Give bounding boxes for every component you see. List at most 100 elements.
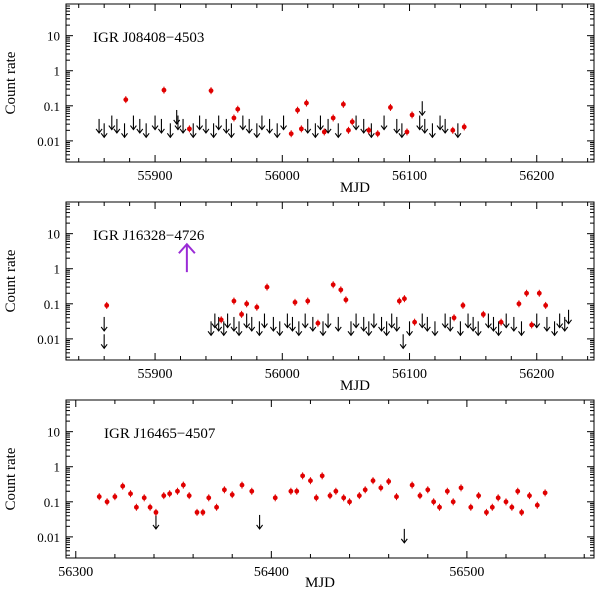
detection-point <box>543 301 549 309</box>
upper-limit-arrow <box>173 109 181 125</box>
upper-limit-head <box>399 343 407 350</box>
upper-limit-head <box>266 128 274 134</box>
upper-limit-arrow <box>136 118 144 134</box>
upper-limit-head <box>108 125 116 131</box>
upper-limit-arrow <box>383 321 391 337</box>
detection-point <box>484 508 489 516</box>
upper-limit-head <box>157 128 165 134</box>
detection-point <box>120 482 126 490</box>
detection-point <box>218 316 224 324</box>
detection-point <box>187 125 192 133</box>
detection-dot <box>315 320 321 326</box>
upper-limit-arrow <box>215 316 223 332</box>
detection-dot <box>409 482 415 488</box>
detection-point <box>495 494 501 502</box>
upper-limit-arrow <box>202 118 210 134</box>
upper-limit-arrow <box>220 321 228 337</box>
detection-dot <box>527 493 532 499</box>
detection-dot <box>239 482 245 488</box>
upper-limit-arrow <box>474 321 482 337</box>
upper-limit-head <box>304 128 312 134</box>
upper-limit-arrow <box>230 316 238 332</box>
detection-point <box>123 96 129 104</box>
detection-point <box>327 492 333 500</box>
upper-limit-arrow <box>253 123 261 139</box>
upper-limit-head <box>258 125 266 131</box>
upper-limit-head <box>352 125 360 131</box>
upper-limit-head <box>456 330 464 337</box>
detection-point <box>229 491 235 499</box>
plot-frame <box>65 201 595 361</box>
upper-limit-arrow <box>454 123 462 139</box>
y-tick-label: 10 <box>47 227 60 242</box>
y-axis-label: Count rate <box>3 51 19 114</box>
detection-point <box>167 490 173 498</box>
detection-point <box>206 494 212 502</box>
upper-limit-head <box>484 323 492 329</box>
detection-dot <box>288 488 294 494</box>
upper-limit-arrow <box>100 334 108 350</box>
upper-limit-head <box>383 330 391 337</box>
detection-point <box>366 126 372 134</box>
upper-limit-arrow <box>324 313 332 329</box>
upper-limit-head <box>319 330 327 337</box>
detection-dot <box>542 490 548 496</box>
detection-dot <box>495 495 501 501</box>
detection-point <box>194 508 200 516</box>
upper-limit-arrow <box>255 321 263 337</box>
detection-dot <box>409 112 415 118</box>
upper-limit-head <box>423 326 431 332</box>
upper-limit-head <box>173 119 181 125</box>
detection-point <box>292 298 298 306</box>
x-tick-label: 55900 <box>138 367 173 382</box>
detection-point <box>362 486 368 494</box>
upper-limit-arrow <box>398 123 406 139</box>
detection-point <box>249 487 255 495</box>
y-tick-label: 1 <box>54 460 61 475</box>
detection-point <box>347 498 352 506</box>
upper-limit-arrow <box>360 118 368 134</box>
detection-dot <box>313 495 319 501</box>
upper-limit-arrow <box>283 313 291 329</box>
upper-limit-arrow <box>152 514 160 530</box>
detection-dot <box>218 317 224 323</box>
upper-limit-head <box>441 323 449 329</box>
axis-ticks: 55900 56000 56100 56200 0.01 0.1 1 10 <box>37 201 594 382</box>
upper-limit-arrow <box>380 115 388 131</box>
detection-dot <box>294 488 300 494</box>
detection-point <box>409 111 415 119</box>
x-axis-label: MJD <box>305 575 335 591</box>
detection-dot <box>330 282 336 288</box>
detection-point <box>425 486 431 494</box>
upper-limit-arrow <box>431 321 439 337</box>
x-tick-label: 56200 <box>519 367 554 382</box>
detection-dot <box>254 304 260 310</box>
detection-point <box>338 286 344 294</box>
detection-point <box>161 86 167 94</box>
data-marks <box>100 242 572 350</box>
upper-limit-head <box>222 128 230 134</box>
upper-limit-arrow <box>266 118 274 134</box>
detection-point <box>231 114 237 122</box>
detection-point <box>104 498 110 506</box>
upper-limit-arrow <box>179 118 187 134</box>
upper-limit-head <box>289 326 296 332</box>
detection-point <box>304 99 309 107</box>
upper-limit-arrow <box>416 115 424 131</box>
upper-limit-arrow <box>189 123 197 139</box>
detection-dot <box>356 493 362 499</box>
upper-limit-head <box>543 326 551 332</box>
upper-limit-arrow <box>484 313 492 329</box>
upper-limit-head <box>431 330 439 337</box>
upper-limit-head <box>510 326 518 332</box>
detection-point <box>153 508 159 516</box>
upper-limit-arrow <box>222 118 230 134</box>
detection-point <box>402 295 407 303</box>
upper-limit-head <box>454 132 462 139</box>
detection-dot <box>343 297 349 303</box>
upper-limit-arrow <box>418 101 426 117</box>
x-tick-label: 56100 <box>392 169 427 184</box>
detection-dot <box>305 298 311 304</box>
upper-limit-head <box>398 132 406 139</box>
detection-dot <box>249 488 255 494</box>
